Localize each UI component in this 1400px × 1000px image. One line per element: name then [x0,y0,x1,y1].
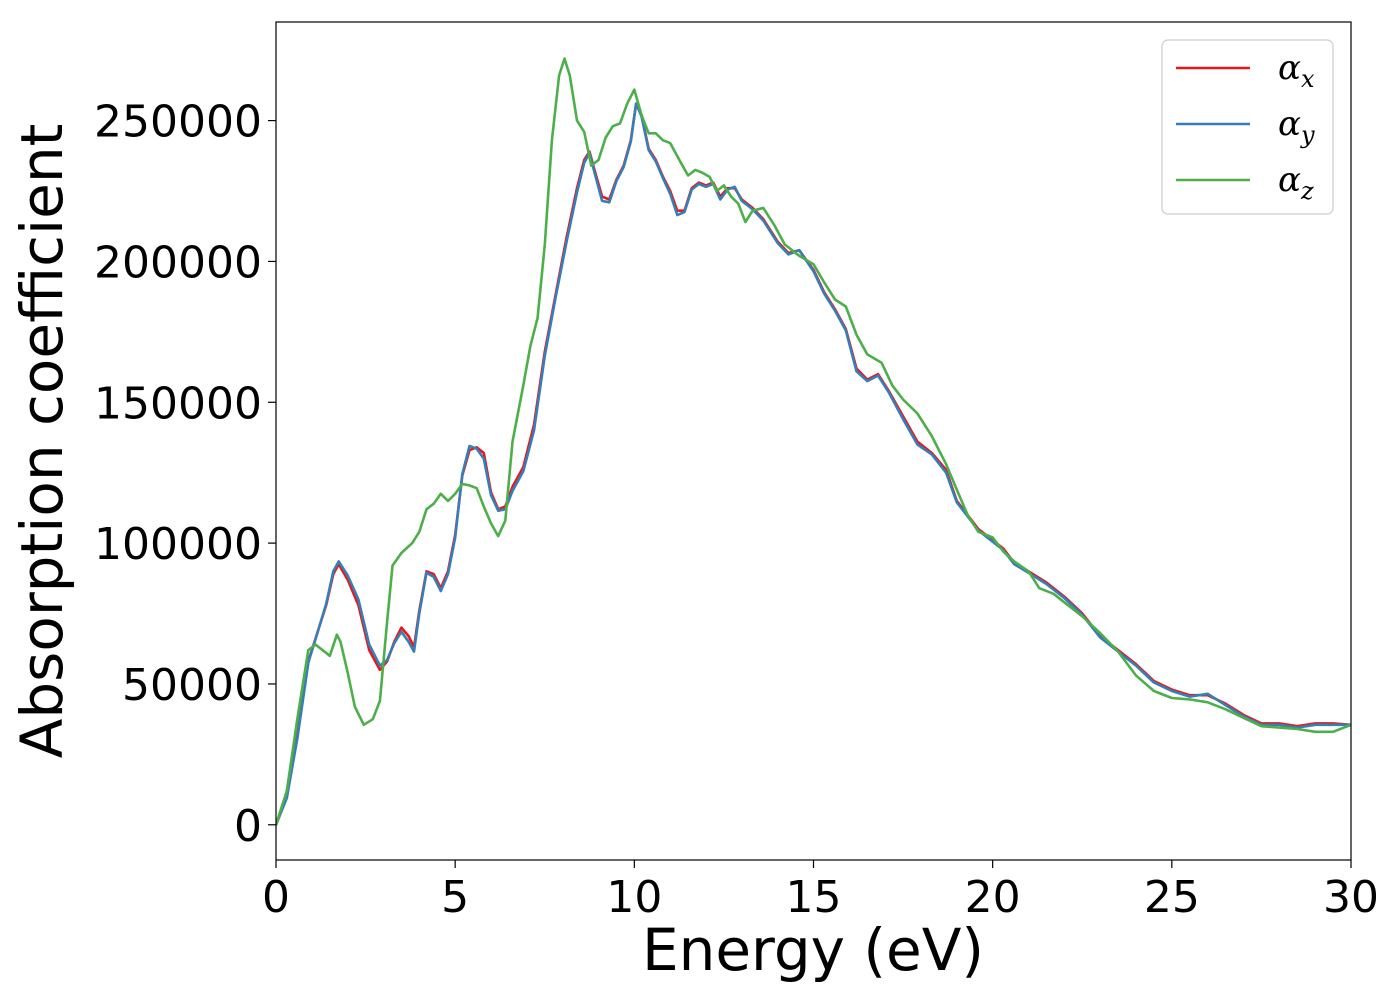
x-tick-label: 25 [1144,872,1200,923]
y-tick-label: 50000 [122,660,262,711]
x-tick-label: 30 [1323,872,1379,923]
y-tick-label: 200000 [94,237,262,288]
x-tick-label: 20 [965,872,1021,923]
y-tick-label: 250000 [94,97,262,148]
x-axis-title: Energy (eV) [642,916,984,984]
series-line-z [276,57,1351,827]
x-axis: 0 5 10 15 20 25 30 [262,860,1379,923]
x-tick-label: 15 [786,872,842,923]
legend-label-x: αx [1278,48,1315,93]
x-tick-label: 5 [441,872,469,923]
legend-label-z: αz [1278,160,1314,205]
x-tick-label: 0 [262,872,290,923]
series-line-y [276,102,1351,827]
series-layer [276,57,1351,827]
y-tick-label: 0 [234,801,262,852]
legend-label-y: αy [1278,104,1315,149]
y-tick-label: 100000 [94,519,262,570]
legend-frame [1161,39,1334,215]
y-tick-label: 150000 [94,378,262,429]
legend: αx αy αz [1161,39,1334,215]
y-axis-title: Absorption coefficient [8,124,76,759]
y-axis: 0 50000 100000 150000 200000 250000 [94,97,276,852]
x-tick-label: 10 [606,872,662,923]
